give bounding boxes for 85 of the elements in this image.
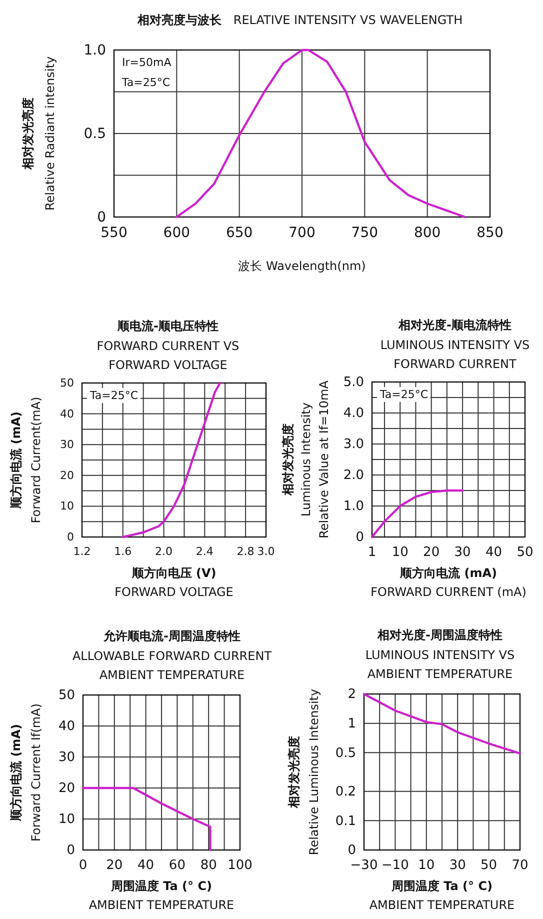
- y-tick-label: 0.5: [84, 126, 106, 142]
- line-series: [82, 786, 212, 852]
- x-tick-label: 50: [480, 858, 498, 874]
- y-tick-label: 0.5: [335, 746, 356, 761]
- x-tick-label: 800: [414, 224, 441, 241]
- y-tick-label: 0: [67, 530, 74, 544]
- y-tick-label: 1.0: [343, 499, 364, 514]
- y-axis-title: 相对发光亮度 Luminous Intensity Relative Value at If=10mA: [281, 380, 331, 538]
- x-tick-label: 40: [486, 545, 502, 560]
- y-tick-label: 20: [58, 781, 75, 796]
- x-tick-label: 2.4: [196, 544, 214, 558]
- x-tick-label: 60: [168, 858, 186, 874]
- y-tick-label: 1: [348, 716, 356, 732]
- y-tick-label: 40: [60, 407, 74, 420]
- annotation: Ir=50mA: [122, 56, 172, 69]
- x-axis-title: 顺方向电压 (V) FORWARD VOLTAGE: [114, 566, 234, 599]
- x-tick-label: 750: [351, 224, 378, 241]
- y-axis-title: 顺方向电流 (mA) Forward Current If(mA): [9, 704, 43, 842]
- x-tick-label: 2.0: [155, 544, 173, 558]
- x-tick-label: −10: [381, 858, 409, 874]
- x-axis-title: 波长 Wavelength(nm): [238, 259, 366, 273]
- y-tick-label: 0: [356, 530, 364, 546]
- annotation: Ta=25°C: [121, 76, 170, 89]
- y-tick-label: 1.0: [84, 42, 106, 58]
- y-axis-title: 相对发光亮度 Relative Luminous Intensity: [287, 688, 321, 856]
- x-tick-label: 3.0: [257, 544, 275, 558]
- y-tick-label: 0.1: [335, 814, 356, 829]
- x-tick-label: 30: [449, 858, 466, 874]
- line-series: [362, 692, 522, 755]
- y-tick-label: 3.0: [343, 437, 364, 452]
- x-tick-label: 2.8: [236, 544, 254, 558]
- chart-title: 相对光度-顺电流特性: [398, 318, 512, 332]
- annotation: Ta=25°C: [379, 388, 428, 401]
- x-axis-title: 周围温度 Ta (° C) AMBIENT TEMPERATURE: [369, 879, 515, 912]
- y-axis-title: 相对发光亮度 Relative Radiant intensity: [21, 56, 57, 211]
- y-axis-title: 顺方向电流 (mA) Forward Current(mA): [9, 396, 43, 524]
- x-tick-label: 700: [288, 224, 316, 241]
- x-tick-label: 20: [423, 545, 440, 560]
- x-tick-label: 100: [228, 858, 252, 874]
- y-tick-label: 0: [66, 843, 75, 858]
- y-tick-label: 2: [348, 687, 356, 702]
- y-tick-label: 30: [58, 750, 75, 766]
- x-tick-label: 550: [100, 224, 128, 241]
- chart-title: 相对光度-周围温度特性: [376, 628, 502, 642]
- y-tick-label: 30: [60, 438, 74, 452]
- chart-subtitle: ALLOWABLE FORWARD CURRENT AMBIENT TEMPERATURE: [72, 649, 272, 682]
- x-tick-label: 1: [368, 545, 376, 560]
- y-tick-label: 2.0: [343, 468, 364, 484]
- chart-subtitle: RELATIVE INTENSITY VS WAVELENGTH: [233, 13, 463, 27]
- line-series: [370, 489, 464, 538]
- line-series: [176, 48, 466, 218]
- x-axis-title: 顺方向电流 (mA) FORWARD CURRENT (mA): [370, 566, 526, 599]
- x-axis-title: 周围温度 Ta (° C) AMBIENT TEMPERATURE: [88, 879, 234, 912]
- x-tick-label: 850: [476, 224, 504, 241]
- x-tick-label: 650: [226, 224, 253, 241]
- annotation: Ta=25°C: [89, 389, 138, 402]
- y-tick-label: 50: [60, 376, 74, 390]
- x-tick-label: 10: [392, 545, 408, 560]
- y-tick-label: 0.2: [335, 784, 356, 800]
- y-tick-label: 50: [58, 688, 75, 704]
- chart-title: 相对亮度与波长: [136, 13, 222, 27]
- x-tick-label: 50: [516, 545, 534, 560]
- x-tick-label: 20: [106, 858, 123, 874]
- y-tick-label: 4.0: [343, 406, 364, 422]
- x-tick-label: 40: [138, 858, 154, 874]
- x-tick-label: 600: [163, 224, 190, 241]
- y-tick-label: 0: [97, 209, 106, 226]
- x-tick-label: 80: [200, 858, 217, 874]
- x-tick-label: 10: [418, 858, 435, 874]
- y-tick-label: 0: [348, 843, 356, 858]
- chart-subtitle: LUMINOUS INTENSITY VS AMBIENT TEMPERATURE: [365, 648, 515, 681]
- chart-subtitle: LUMINOUS INTENSITY VS FORWARD CURRENT: [380, 338, 530, 371]
- y-tick-label: 20: [60, 468, 74, 482]
- x-tick-label: −30: [350, 858, 378, 874]
- y-tick-label: 5.0: [343, 375, 364, 390]
- x-tick-label: 30: [454, 545, 471, 560]
- x-tick-label: 70: [512, 858, 528, 874]
- y-tick-label: 40: [58, 719, 75, 734]
- x-tick-label: 1.6: [114, 544, 132, 558]
- y-tick-label: 10: [58, 812, 75, 828]
- chart-subtitle: FORWARD CURRENT VS FORWARD VOLTAGE: [96, 339, 240, 372]
- chart-title: 允许顺电流-周围温度特性: [104, 629, 240, 643]
- x-tick-label: 1.2: [73, 544, 91, 558]
- chart-title: 顺电流-顺电压特性: [116, 319, 218, 333]
- y-tick-label: 10: [60, 500, 74, 513]
